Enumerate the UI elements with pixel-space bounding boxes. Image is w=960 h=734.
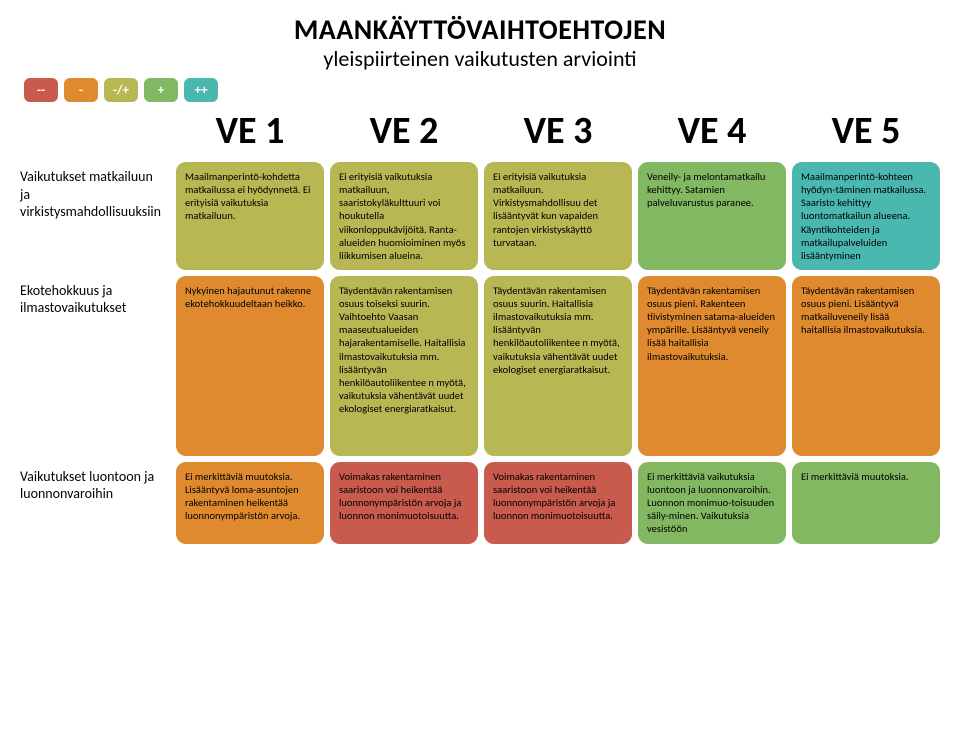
cell-r0-c2: Ei erityisiä vaikutuksia matkailuun. Vir… [484,162,632,270]
cell-r0-c4: Maailmanperintö-kohteen hyödyn-täminen m… [792,162,940,270]
cell-r2-c3: Ei merkittäviä vaikutuksia luontoon ja l… [638,462,786,544]
legend-item-3: + [144,78,178,102]
row-label-2: Vaikutukset luontoon ja luonnonvaroihin [20,462,170,544]
cell-r0-c1: Ei erityisiä vaikutuksia matkailuun, saa… [330,162,478,270]
legend-item-0: -- [24,78,58,102]
row-label-1: Ekotehokkuus ja ilmastovaikutukset [20,276,170,456]
subtitle: yleispiirteinen vaikutusten arviointi [20,45,940,72]
column-header-4: VE 5 [792,108,940,156]
cell-r2-c4: Ei merkittäviä muutoksia. [792,462,940,544]
legend-item-2: -/+ [104,78,138,102]
cell-r1-c4: Täydentävän rakentamisen osuus pieni. Li… [792,276,940,456]
impact-matrix: VE 1VE 2VE 3VE 4VE 5 Vaikutukset matkailu… [20,108,940,544]
legend-row: ----/++++ [20,78,940,102]
column-header-0: VE 1 [176,108,324,156]
column-header-2: VE 3 [484,108,632,156]
cell-r1-c2: Täydentävän rakentamisen osuus suurin. H… [484,276,632,456]
cell-r0-c3: Veneily- ja melontamatkailu kehittyy. Sa… [638,162,786,270]
column-header-1: VE 2 [330,108,478,156]
column-header-3: VE 4 [638,108,786,156]
row-label-0: Vaikutukset matkailuun ja virkistysmahdo… [20,162,170,270]
cell-r2-c2: Voimakas rakentaminen saaristoon voi hei… [484,462,632,544]
header-spacer [20,108,170,156]
cell-r0-c0: Maailmanperintö-kohdetta matkailussa ei … [176,162,324,270]
main-title: MAANKÄYTTÖVAIHTOEHTOJEN [20,12,940,47]
cell-r2-c0: Ei merkittäviä muutoksia. Lisääntyvä lom… [176,462,324,544]
cell-r1-c1: Täydentävän rakentamisen osuus toiseksi … [330,276,478,456]
cell-r2-c1: Voimakas rakentaminen saaristoon voi hei… [330,462,478,544]
cell-r1-c0: Nykyinen hajautunut rakenne ekotehokkuud… [176,276,324,456]
title-block: MAANKÄYTTÖVAIHTOEHTOJEN yleispiirteinen … [20,12,940,72]
legend-item-1: - [64,78,98,102]
cell-r1-c3: Täydentävän rakentamisen osuus pieni. Ra… [638,276,786,456]
legend-item-4: ++ [184,78,218,102]
